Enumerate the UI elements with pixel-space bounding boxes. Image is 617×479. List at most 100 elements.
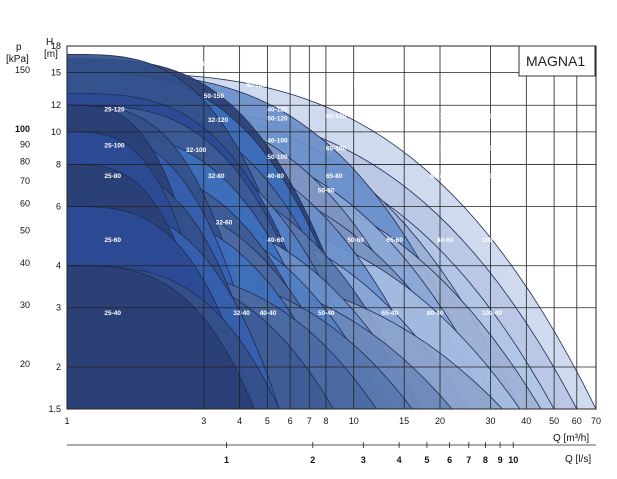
x-tick-label: 4: [237, 416, 242, 426]
curve-label-50-120: 50-120: [267, 116, 288, 123]
curve-label-65-100: 65-100: [326, 146, 347, 153]
curve-label-40-40: 40-40: [260, 310, 277, 317]
curve-label-65-60: 65-60: [386, 237, 403, 244]
curve-label-100-100: 100-100: [482, 146, 506, 153]
curve-label-100-60: 100-60: [482, 237, 503, 244]
x-tick-label: 40: [521, 416, 531, 426]
x-tick-label: 60: [572, 416, 582, 426]
y2-axis-title: p: [16, 42, 22, 53]
curve-label-80-80: 80-80: [430, 173, 447, 180]
y2-tick-label: 150: [15, 65, 30, 75]
curve-label-80-120: 80-120: [430, 113, 451, 120]
x2-tick-label: 10: [508, 455, 518, 465]
x-axis-title: Q [m³/h]: [553, 433, 589, 444]
x-tick-label: 3: [201, 416, 206, 426]
curve-label-50-150: 50-150: [204, 93, 225, 100]
x2-tick-label: 6: [447, 455, 452, 465]
x-tick-label: 7: [307, 416, 312, 426]
y-tick-label: 3: [56, 303, 61, 313]
curve-label-32-80: 32-80: [208, 173, 225, 180]
curve-label-40-150: 40-150: [246, 82, 267, 89]
curve-label-32-120: 32-120: [208, 117, 229, 124]
curve-label-65-40: 65-40: [381, 310, 398, 317]
y2-tick-label: 20: [20, 359, 30, 369]
curve-label-80-100: 80-100: [430, 146, 451, 153]
pump-curve-areas: [66, 53, 597, 410]
x2-tick-label: 2: [310, 455, 315, 465]
y-tick-label: 12: [51, 100, 61, 110]
curve-label-100-80: 100-80: [482, 173, 503, 180]
y2-tick-label: 40: [20, 258, 30, 268]
curve-labels: 25-40 32-40 40-40 50-40 65-40 80-40 100-40 25-6…: [104, 47, 514, 317]
x-tick-label: 20: [435, 416, 445, 426]
y-axis-title: H: [46, 37, 53, 48]
y2-axis-unit: [kPa]: [6, 54, 29, 65]
y-tick-label: 15: [51, 68, 61, 78]
x-tick-label: 70: [591, 416, 601, 426]
y-axis-ticks: 1.5 2 3 4 6 8 10 12 15 18: [48, 41, 61, 414]
curve-label-40-120: 40-120: [267, 106, 288, 113]
curve-label-32-60: 32-60: [216, 220, 233, 227]
curve-label-32-100: 32-100: [186, 147, 207, 154]
x2-axis-title: Q [l/s]: [565, 454, 591, 465]
curve-label-40-100: 40-100: [267, 137, 288, 144]
curve-label-80-40: 80-40: [427, 310, 444, 317]
y2-tick-label: 50: [20, 225, 30, 235]
curve-label-50-100: 50-100: [267, 154, 288, 161]
x2-tick-label: 5: [424, 455, 429, 465]
curve-label-40-60: 40-60: [267, 237, 284, 244]
y2-axis-ticks: 20 30 40 50 60 70 80 90 100 150: [15, 65, 30, 369]
x2-tick-label: 8: [483, 455, 488, 465]
x-tick-label: 5: [265, 416, 270, 426]
x-tick-label: 6: [288, 416, 293, 426]
x2-axis-ticks: 1 2 3 4 5 6 7 8 9 10: [67, 442, 596, 465]
x-tick-label: 10: [349, 416, 359, 426]
curve-label-80-60: 80-60: [437, 237, 454, 244]
curve-label-65-150: 65-150: [354, 83, 375, 90]
y-axis-unit: [m]: [44, 49, 58, 60]
y-tick-label: 2: [56, 362, 61, 372]
curve-label-100-150: 100-150: [490, 106, 514, 113]
x-tick-label: 50: [549, 416, 559, 426]
x2-tick-label: 1: [224, 455, 229, 465]
chart-grid: [66, 45, 597, 410]
y2-tick-label: 60: [20, 199, 30, 209]
y2-tick-label: 100: [15, 124, 30, 134]
x2-tick-label: 4: [397, 455, 402, 465]
plot-frame: [66, 45, 597, 410]
x2-tick-label: 7: [466, 455, 471, 465]
x-tick-label: 8: [323, 416, 328, 426]
curve-label-25-120: 25-120: [104, 106, 125, 113]
curve-label-40-80: 40-80: [267, 173, 284, 180]
title-box: [518, 45, 596, 77]
curve-label-100-40: 100-40: [482, 310, 503, 317]
curve-label-32-40: 32-40: [233, 310, 250, 317]
curve-label-25-40: 25-40: [104, 310, 121, 317]
x-tick-label: 30: [485, 416, 495, 426]
chart-title: MAGNA1: [526, 53, 585, 69]
curve-label-40-180: 40-180: [186, 61, 207, 68]
x-tick-label: 1: [64, 416, 69, 426]
y2-tick-label: 90: [20, 139, 30, 149]
y2-tick-label: 30: [20, 300, 30, 310]
y2-tick-label: 70: [20, 176, 30, 186]
curve-label-100-120: 100-120: [482, 113, 506, 120]
x-tick-label: 15: [399, 416, 409, 426]
curve-label-25-80: 25-80: [104, 173, 121, 180]
y2-tick-label: 80: [20, 157, 30, 167]
x-axis-ticks: 1 3 4 5 6 7 8 10 15 20 30 40 50 60 70: [64, 416, 601, 426]
curve-label-50-40: 50-40: [318, 310, 335, 317]
curve-label-50-60: 50-60: [347, 237, 364, 244]
y-tick-label: 8: [56, 159, 61, 169]
x2-tick-label: 9: [498, 455, 503, 465]
curve-label-25-60: 25-60: [104, 237, 121, 244]
curve-label-50-180: 50-180: [126, 47, 147, 54]
curve-label-25-100: 25-100: [104, 142, 125, 149]
y-tick-label: 4: [56, 261, 61, 271]
curve-label-65-80: 65-80: [326, 173, 343, 180]
y-tick-label: 1.5: [48, 404, 61, 414]
curve-label-50-80: 50-80: [318, 188, 335, 195]
x2-tick-label: 3: [361, 455, 366, 465]
y-tick-label: 18: [51, 41, 61, 51]
